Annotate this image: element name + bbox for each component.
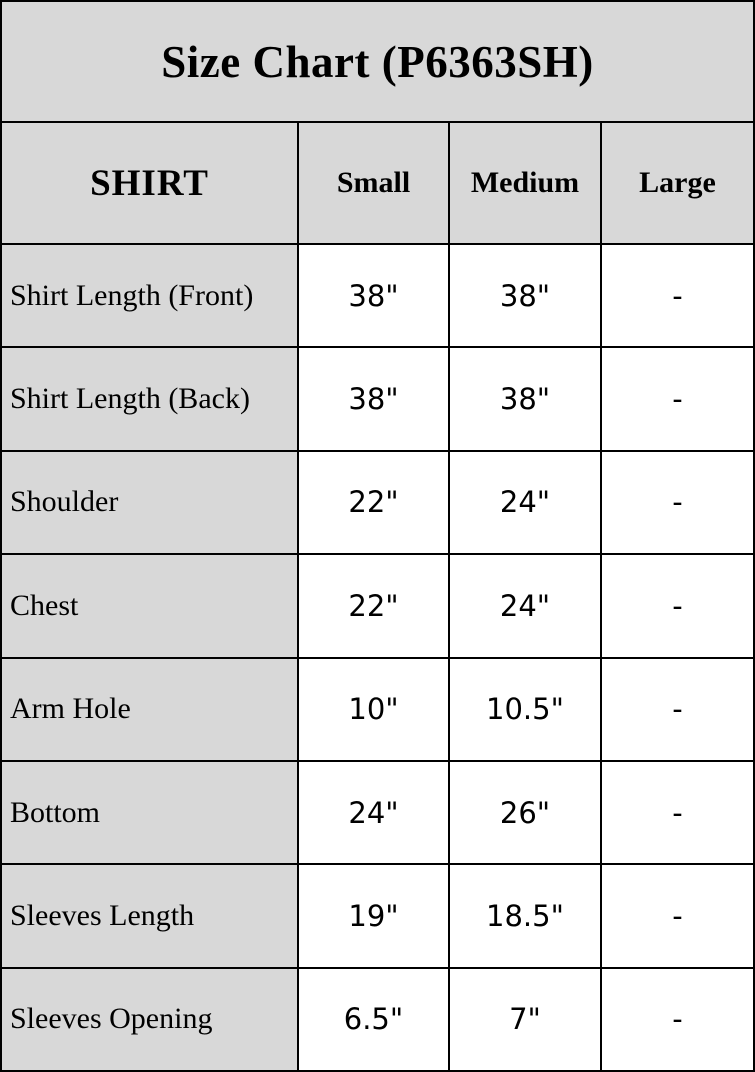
value-medium: 24" (450, 555, 600, 657)
row-label: Arm Hole (2, 658, 297, 760)
header-product: SHIRT (2, 123, 297, 243)
value-large: - (602, 968, 753, 1070)
value-small: 38" (299, 245, 448, 347)
value-small: 19" (299, 865, 448, 967)
value-medium: 38" (450, 245, 600, 347)
value-large: - (602, 245, 753, 347)
header-medium: Medium (450, 123, 600, 243)
value-large: - (602, 658, 753, 760)
header-large: Large (602, 123, 753, 243)
value-small: 22" (299, 555, 448, 657)
row-label: Shoulder (2, 451, 297, 554)
row-label: Shirt Length (Front) (2, 245, 297, 347)
row-label: Shirt Length (Back) (2, 348, 297, 450)
value-small: 6.5" (299, 968, 448, 1070)
value-large: - (602, 865, 753, 967)
row-label: Sleeves Opening (2, 968, 297, 1070)
chart-title: Size Chart (P6363SH) (2, 2, 753, 121)
row-label: Chest (2, 555, 297, 657)
value-medium: 26" (450, 761, 600, 864)
value-small: 10" (299, 658, 448, 760)
row-label: Sleeves Length (2, 865, 297, 967)
value-large: - (602, 761, 753, 864)
value-medium: 24" (450, 451, 600, 554)
value-large: - (602, 451, 753, 554)
value-medium: 7" (450, 968, 600, 1070)
value-medium: 10.5" (450, 658, 600, 760)
row-label: Bottom (2, 761, 297, 864)
header-small: Small (299, 123, 448, 243)
value-medium: 38" (450, 348, 600, 450)
value-small: 22" (299, 451, 448, 554)
value-large: - (602, 555, 753, 657)
value-medium: 18.5" (450, 865, 600, 967)
value-small: 24" (299, 761, 448, 864)
value-small: 38" (299, 348, 448, 450)
value-large: - (602, 348, 753, 450)
